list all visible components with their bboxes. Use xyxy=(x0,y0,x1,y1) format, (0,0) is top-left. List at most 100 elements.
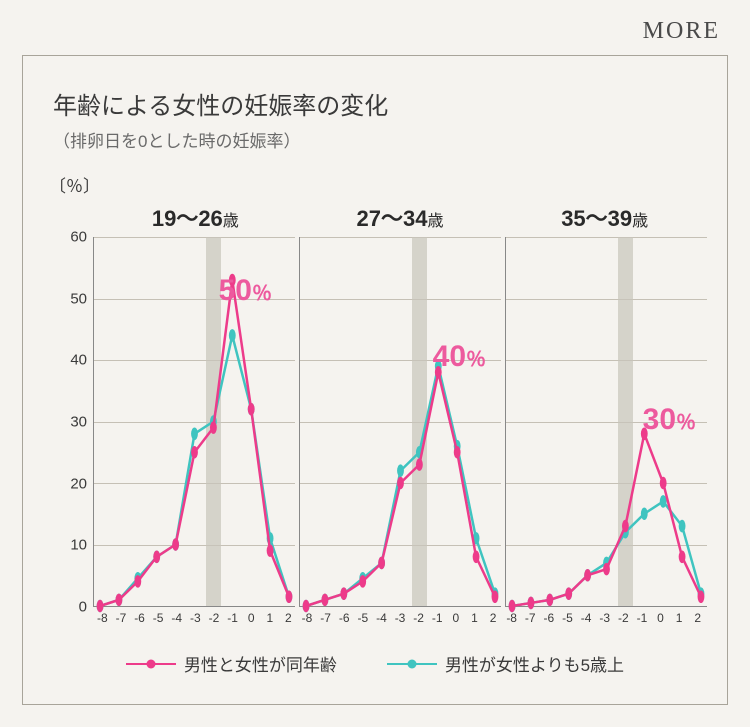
legend-label: 男性と女性が同年齢 xyxy=(184,651,337,676)
series-marker-pink xyxy=(603,563,610,576)
series-marker-teal xyxy=(397,464,404,477)
x-tick: -2 xyxy=(409,611,428,625)
y-tick: 10 xyxy=(70,537,87,554)
y-tick: 20 xyxy=(70,475,87,492)
y-tick: 0 xyxy=(79,599,87,616)
x-tick: -6 xyxy=(130,611,149,625)
panel-titles-row: 19～26歳 27～34歳 35～39歳 xyxy=(93,201,707,233)
series-marker-pink xyxy=(286,591,293,604)
series-marker-pink xyxy=(565,587,572,600)
legend: 男性と女性が同年齢 男性が女性よりも5歳上 xyxy=(43,651,707,676)
series-marker-pink xyxy=(191,446,198,459)
x-tick: 2 xyxy=(688,611,707,625)
x-tick: -4 xyxy=(577,611,596,625)
x-tick: -2 xyxy=(205,611,224,625)
series-marker-pink xyxy=(303,600,310,613)
series-marker-pink xyxy=(97,600,104,613)
series-marker-pink xyxy=(454,446,461,459)
series-marker-teal xyxy=(229,329,236,342)
plot-svg xyxy=(300,237,501,606)
callout-label: 30％ xyxy=(643,403,696,437)
x-tick: -5 xyxy=(149,611,168,625)
series-marker-pink xyxy=(116,594,123,607)
chart-frame: 年齢による女性の妊娠率の変化 （排卵日を0とした時の妊娠率） 〔％〕 19～26… xyxy=(22,55,728,705)
series-marker-pink xyxy=(322,594,329,607)
chart-panel: 50％ xyxy=(93,237,295,607)
series-marker-pink xyxy=(679,551,686,564)
x-tick: -1 xyxy=(428,611,447,625)
x-tick: 1 xyxy=(465,611,484,625)
series-marker-pink xyxy=(378,557,385,570)
x-tick: -8 xyxy=(93,611,112,625)
x-tick: -1 xyxy=(633,611,652,625)
x-tick: 0 xyxy=(447,611,466,625)
x-tick: -7 xyxy=(316,611,335,625)
series-marker-pink xyxy=(210,421,217,434)
x-tick: 1 xyxy=(670,611,689,625)
x-tick: -3 xyxy=(186,611,205,625)
x-labels: -8-7-6-5-4-3-2-1012 xyxy=(502,611,707,625)
x-tick: -7 xyxy=(112,611,131,625)
series-marker-pink xyxy=(622,520,629,533)
series-marker-pink xyxy=(584,569,591,582)
series-marker-pink xyxy=(509,600,516,613)
legend-item: 男性が女性よりも5歳上 xyxy=(387,651,624,676)
y-tick: 60 xyxy=(70,229,87,246)
series-line-pink xyxy=(512,434,701,606)
x-labels-row: -8-7-6-5-4-3-2-1012-8-7-6-5-4-3-2-1012-8… xyxy=(93,611,707,625)
x-tick: 0 xyxy=(242,611,261,625)
series-marker-pink xyxy=(473,551,480,564)
series-marker-pink xyxy=(267,544,274,557)
callout-label: 50％ xyxy=(219,274,272,308)
x-tick: -2 xyxy=(614,611,633,625)
legend-swatch xyxy=(126,663,176,665)
x-tick: 2 xyxy=(484,611,503,625)
x-tick: 2 xyxy=(279,611,298,625)
x-tick: -1 xyxy=(223,611,242,625)
chart-panel: 30％ xyxy=(505,237,707,607)
legend-swatch xyxy=(387,663,437,665)
series-marker-teal xyxy=(641,507,648,520)
panel-title: 35～39歳 xyxy=(502,201,707,233)
x-tick: -3 xyxy=(391,611,410,625)
series-line-pink xyxy=(100,280,289,606)
y-tick: 40 xyxy=(70,352,87,369)
x-tick: -8 xyxy=(298,611,317,625)
x-tick: -4 xyxy=(167,611,186,625)
series-marker-pink xyxy=(359,575,366,588)
x-tick: -4 xyxy=(372,611,391,625)
x-tick: 0 xyxy=(651,611,670,625)
x-tick: -6 xyxy=(335,611,354,625)
series-marker-pink xyxy=(153,551,160,564)
series-marker-pink xyxy=(528,597,535,610)
series-marker-teal xyxy=(191,428,198,441)
chart-subtitle: （排卵日を0とした時の妊娠率） xyxy=(53,127,707,152)
chart-title: 年齢による女性の妊娠率の変化 xyxy=(53,86,707,121)
y-axis-unit: 〔％〕 xyxy=(49,172,707,197)
callout-label: 40％ xyxy=(433,340,486,374)
series-marker-pink xyxy=(698,591,705,604)
series-marker-pink xyxy=(134,575,141,588)
series-marker-pink xyxy=(248,403,255,416)
chart-row: 0102030405060 50％40％30％ xyxy=(43,237,707,607)
legend-item: 男性と女性が同年齢 xyxy=(126,651,337,676)
series-marker-pink xyxy=(340,587,347,600)
legend-label: 男性が女性よりも5歳上 xyxy=(445,651,624,676)
series-marker-teal xyxy=(679,520,686,533)
x-labels: -8-7-6-5-4-3-2-1012 xyxy=(298,611,503,625)
chart-panel: 40％ xyxy=(299,237,501,607)
panel-title: 27～34歳 xyxy=(298,201,503,233)
panels-container: 50％ 40％ 30％ xyxy=(93,237,707,607)
series-marker-pink xyxy=(397,477,404,490)
series-marker-pink xyxy=(660,477,667,490)
x-tick: -7 xyxy=(521,611,540,625)
y-tick: 50 xyxy=(70,290,87,307)
x-labels: -8-7-6-5-4-3-2-1012 xyxy=(93,611,298,625)
x-tick: -3 xyxy=(595,611,614,625)
series-marker-pink xyxy=(416,458,423,471)
panel-title: 19～26歳 xyxy=(93,201,298,233)
series-marker-pink xyxy=(546,594,553,607)
x-tick: -5 xyxy=(354,611,373,625)
series-marker-pink xyxy=(492,591,499,604)
series-marker-pink xyxy=(172,538,179,551)
